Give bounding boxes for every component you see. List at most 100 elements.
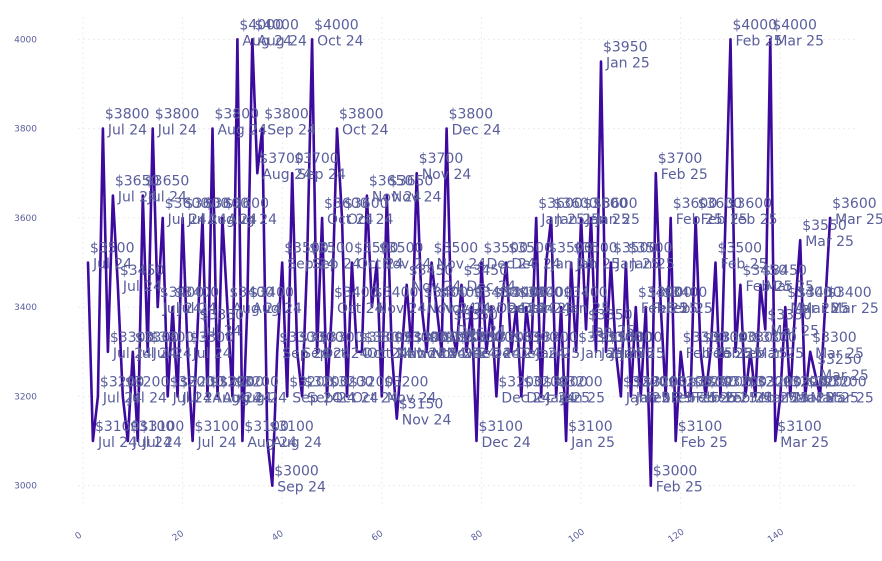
data-label-price: $3400 [493,285,538,301]
data-label-date: Mar 25 [805,234,854,250]
price-series-line [86,38,832,487]
data-label-date: Jan 25 [590,323,635,339]
data-label-date: Jan 25 [585,212,630,228]
data-label: $3800 Sep 24 [264,107,316,139]
data-label-date: Jul 24 [102,390,142,406]
data-label-date: Feb 25 [666,301,713,317]
data-label-price: $3300 [513,330,558,346]
x-axis-ticks: 0 20 40 60 80 100 120 140 [74,527,787,545]
data-label-price: $3600 [583,196,628,212]
data-label-price: $3400 [249,285,294,301]
data-label: $3200 Mar 25 [807,374,859,406]
data-label-date: Dec 24 [506,301,555,317]
data-label: $3400 Feb 25 [648,285,698,317]
data-label: $3200 Sep 24 [304,374,356,406]
data-label-date: Sep 24 [312,257,361,273]
data-label: $3200 Feb 25 [693,374,743,406]
data-label-date: Nov 24 [392,190,442,206]
data-label-date: Oct 24 [327,212,374,228]
data-label-price: $3200 [633,374,678,390]
data-label: $3200 Feb 25 [643,374,693,406]
data-label: $3300 Jan 25 [608,330,655,362]
data-label-date: Oct 24 [347,212,394,228]
data-label: $3400 Mar 25 [797,285,849,317]
data-label-price: $3600 [728,196,773,212]
data-label-price: $3300 [608,330,653,346]
data-label: $3200 Oct 24 [349,374,399,406]
data-label: $3300 Feb 25 [683,330,733,362]
data-label-price: $3500 [548,241,593,257]
x-tick-label: 100 [567,527,587,545]
data-label-date: Jul 24 [157,123,197,139]
data-label: $3350 Jan 25 [588,307,635,339]
data-label-price: $3450 [409,263,454,279]
data-label: $3800 Oct 24 [339,107,389,139]
data-label: $3300 Jan 25 [533,330,580,362]
data-label-price: $3600 [832,196,877,212]
data-label-date: Nov 24 [387,390,437,406]
data-label-date: Jul 24 [172,390,212,406]
data-label-date: Jul 24 [187,212,227,228]
data-label-price: $3200 [304,374,349,390]
data-label-date: Aug 24 [227,212,277,228]
data-label-price: $3200 [180,374,225,390]
data-label-date: Oct 24 [342,123,389,139]
data-label-date: Sep 24 [277,480,326,496]
data-label: $3100 Dec 24 [478,419,530,451]
data-label-price: $3300 [598,330,643,346]
data-label-price: $3200 [723,374,768,390]
data-label: $3300 Oct 24 [359,330,409,362]
data-label-price: $3100 [269,419,314,435]
data-label-date: Mar 25 [835,212,882,228]
data-label-price: $3200 [349,374,394,390]
data-label-price: $3600 [344,196,389,212]
data-label-date: Jan 25 [555,212,600,228]
data-label-price: $3200 [329,374,374,390]
data-label-price: $3200 [289,374,334,390]
data-label-date: Feb 25 [740,346,787,362]
data-label: $3400 Dec 24 [493,285,545,317]
data-label-price: $3200 [643,374,688,390]
data-label-price: $3600 [673,196,718,212]
data-label: $3600 Aug 24 [205,196,258,228]
data-label-date: Oct 24 [332,390,379,406]
data-label-date: Feb 25 [661,167,708,183]
y-axis-ticks: 3000 3200 3400 3600 3800 4000 [14,35,37,491]
data-label-price: $3300 [319,330,364,346]
x-tick-label: 120 [667,527,687,545]
data-label: $3100 Aug 24 [269,419,322,451]
data-label-date: Mar 25 [770,323,819,339]
data-label-date: Feb 25 [726,390,773,406]
data-label-price: $3300 [488,330,533,346]
data-label: $3400 Mar 25 [787,285,839,317]
data-label-price: $3200 [668,374,713,390]
data-label: $3250 Mar 25 [817,352,869,384]
data-label: $3100 Jul 24 [130,419,175,451]
data-label: $3400 Aug 24 [229,285,282,317]
data-label-price: $3200 [219,374,264,390]
data-label: $3500 Jan 25 [613,241,660,273]
data-label-price: $3300 [364,330,409,346]
data-label: $3300 Feb 25 [713,330,763,362]
data-label: $3200 Jul 24 [180,374,225,406]
data-label-price: $3500 [613,241,658,257]
data-label-date: Mar 25 [795,390,844,406]
data-label: $3400 Mar 25 [827,285,879,317]
y-tick-label: 4000 [14,35,37,45]
data-label-price: $3300 [812,330,857,346]
data-label-date: Oct 24 [362,346,409,362]
data-label: $4000 Mar 25 [772,17,824,49]
data-label-price: $3300 [533,330,578,346]
data-label-price: $3300 [713,330,758,346]
data-label: $3200 Jan 25 [543,374,590,406]
data-label: $3200 Mar 25 [757,374,809,406]
data-label-price: $4000 [314,17,359,33]
data-label-price: $3400 [563,285,608,301]
data-label-date: Jan 25 [635,390,680,406]
data-label: $3650 Nov 24 [369,174,422,206]
data-label: $3500 Sep 24 [284,241,336,273]
data-label: $3100 Jul 24 [95,419,140,451]
data-label: $3200 Jan 25 [633,374,680,406]
data-label: $3950 Jan 25 [603,40,650,72]
